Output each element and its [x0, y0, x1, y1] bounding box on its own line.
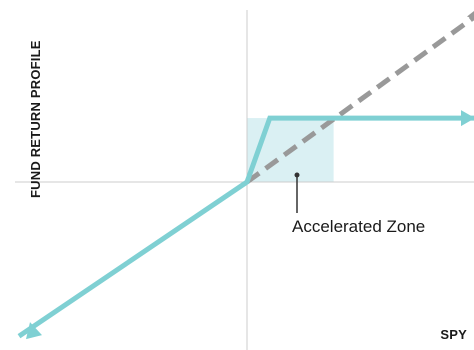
y-axis-label: FUND RETURN PROFILE [28, 40, 43, 198]
fund-return-line [17, 115, 474, 339]
spy-dashed-line [245, 14, 474, 185]
fund-line-right-arrowhead [461, 110, 474, 127]
accelerated-zone-label: Accelerated Zone [292, 217, 425, 236]
x-axis-label: SPY [440, 327, 467, 342]
fund-line-left-arrowhead [26, 322, 42, 340]
spy-arrowhead [467, 10, 474, 20]
